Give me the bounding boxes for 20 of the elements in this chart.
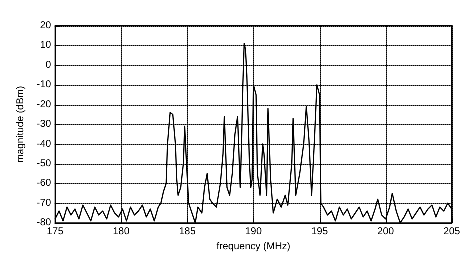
y-tick-label: -40	[36, 138, 52, 150]
y-tick-label: -60	[36, 178, 52, 190]
y-tick-label: 0	[46, 60, 52, 71]
x-tick-label: 175	[47, 226, 64, 238]
y-tick-label: -80	[36, 218, 52, 229]
y-tick-label: -50	[36, 158, 52, 170]
x-tick-label: 195	[311, 226, 329, 238]
x-tick-label: 200	[378, 226, 395, 238]
y-tick-label: 10	[40, 40, 52, 52]
x-tick-label: 185	[179, 226, 196, 238]
y-tick-label: -10	[36, 80, 52, 91]
x-axis-title: frequency (MHz)	[216, 242, 291, 252]
x-tick-label: 190	[245, 226, 262, 238]
y-tick-label: -70	[36, 198, 52, 209]
y-tick-label: -30	[36, 119, 52, 130]
x-tick-label: 180	[113, 226, 130, 238]
y-tick-label: -20	[36, 99, 52, 110]
x-tick-label: 205	[444, 226, 461, 238]
y-axis-title: magnitude (dBm)	[16, 86, 26, 163]
y-tick-label: 20	[40, 20, 52, 32]
